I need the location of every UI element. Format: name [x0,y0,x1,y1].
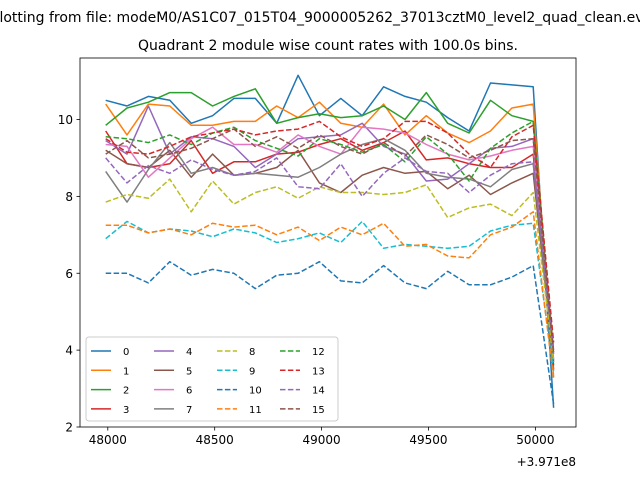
legend-label-2: 2 [123,386,129,397]
series-line-6 [105,126,555,351]
x-tick-label: 49500 [409,433,447,447]
x-tick-label: 48000 [89,433,127,447]
series-line-8 [105,178,555,362]
series-line-14 [105,157,555,353]
series-line-5 [105,149,555,362]
axes-frame [79,57,577,428]
legend-label-0: 0 [123,347,129,358]
figure-suptitle: Plotting from file: modeM0/AS1C07_015T04… [0,10,640,26]
y-tick-label: 2 [65,421,73,435]
legend-label-5: 5 [186,366,192,377]
series-line-12 [105,120,555,351]
y-tick-label: 4 [65,344,73,358]
chart-title: Quadrant 2 module wise count rates with … [138,38,518,54]
legend-label-12: 12 [312,347,325,358]
legend-label-14: 14 [312,386,325,397]
legend-label-11: 11 [249,405,262,416]
legend-label-15: 15 [312,405,325,416]
legend-label-3: 3 [123,405,129,416]
series-line-2 [105,88,555,366]
series-line-0 [105,74,555,408]
y-tick-label: 8 [65,190,73,204]
x-tick-label: 50000 [516,433,554,447]
legend-label-9: 9 [249,366,255,377]
x-tick-label: 49000 [302,433,340,447]
legend-label-6: 6 [186,386,192,397]
series-line-4 [105,105,555,355]
y-tick-label: 10 [58,113,73,127]
series-line-11 [105,211,555,380]
x-tick-label: 48500 [196,433,234,447]
series-line-9 [105,220,555,372]
series-line-13 [105,120,555,343]
legend-label-7: 7 [186,405,192,416]
y-tick-label: 6 [65,267,73,281]
legend-label-4: 4 [186,347,192,358]
x-offset-label: +3.971e8 [517,455,576,469]
series-line-1 [105,101,555,378]
series-line-10 [105,260,555,405]
legend-box [85,336,339,422]
legend-label-13: 13 [312,366,325,377]
legend-label-8: 8 [249,347,255,358]
legend-label-10: 10 [249,386,262,397]
legend-label-1: 1 [123,366,129,377]
series-line-15 [105,128,555,355]
